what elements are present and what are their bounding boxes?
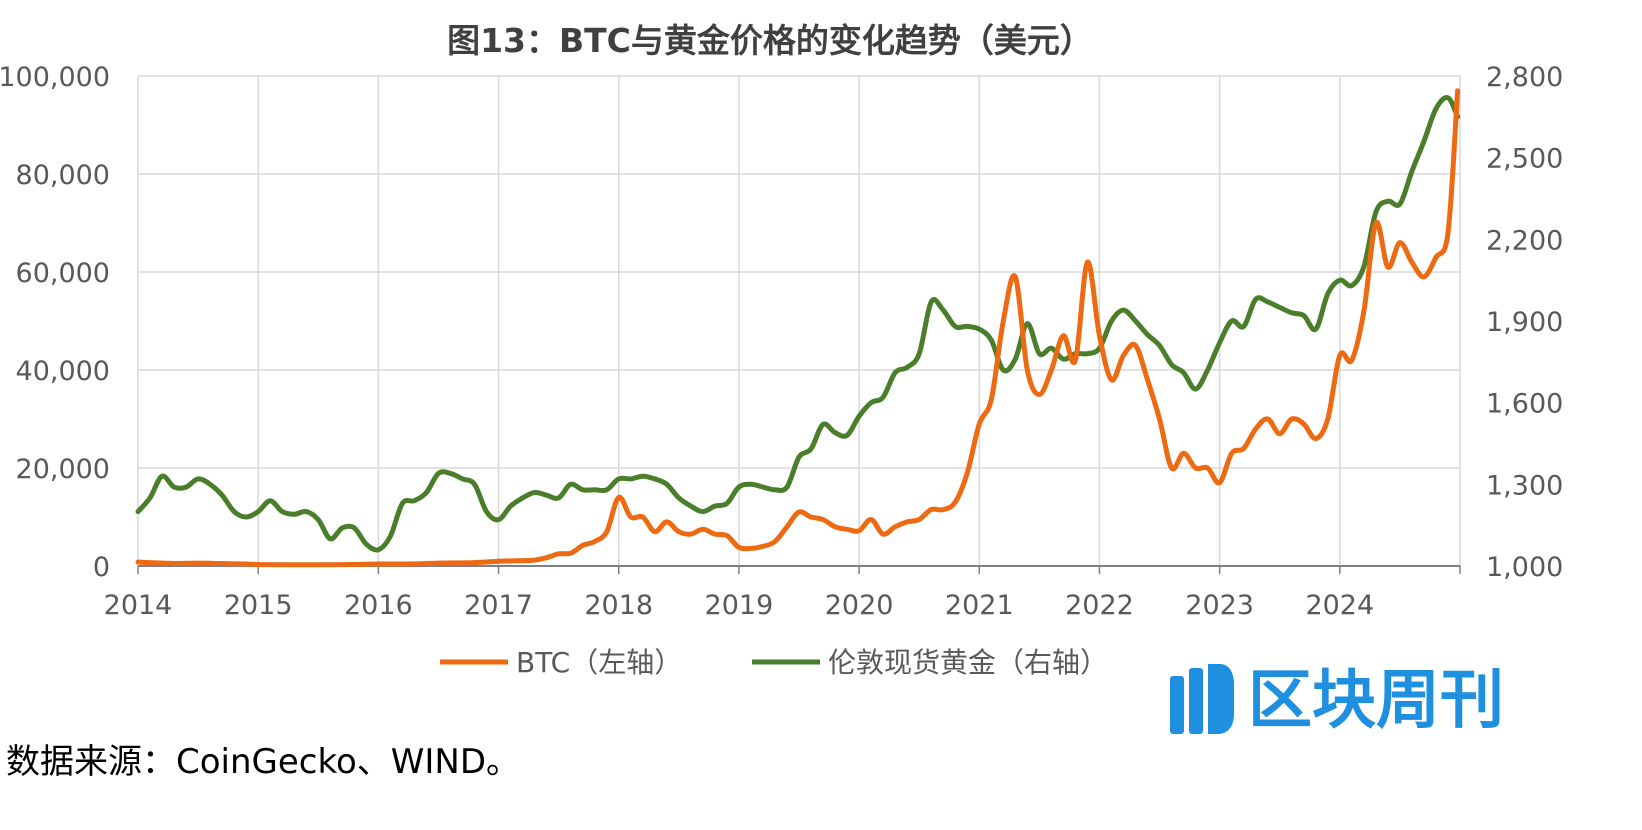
grid [137, 75, 1461, 567]
y-left-tick-label: 20,000 [16, 454, 110, 485]
y-left-tick-label: 40,000 [16, 356, 110, 387]
logo-mark-icon [1170, 664, 1234, 734]
x-tick-label: 2021 [945, 590, 1014, 621]
x-tick-label: 2024 [1305, 590, 1374, 621]
y-right-tick-label: 2,200 [1486, 225, 1563, 256]
watermark-logo: 区块周刊 [1170, 664, 1504, 738]
y-left-tick-label: 0 [93, 552, 110, 583]
y-right-tick-label: 1,900 [1486, 307, 1563, 338]
data-source-note: 数据来源：CoinGecko、WIND。 [6, 742, 520, 782]
y-right-tick-label: 2,500 [1486, 144, 1563, 175]
x-tick-label: 2016 [344, 590, 413, 621]
x-tick-label: 2023 [1185, 590, 1254, 621]
btc-series-line [135, 88, 1461, 568]
y-right-tick-label: 1,000 [1486, 552, 1563, 583]
legend: BTC（左轴） 伦敦现货黄金（右轴） [440, 646, 1108, 679]
x-tick-label: 2020 [825, 590, 894, 621]
y-right-tick-label: 1,600 [1486, 389, 1563, 420]
x-tick-label: 2022 [1065, 590, 1134, 621]
series-lines [135, 88, 1461, 568]
axes: 0 20,000 40,000 60,000 80,000 100,000 1,000 1,3… [0, 62, 1563, 621]
y-left-tick-label: 100,000 [0, 62, 110, 93]
y-right-tick-label: 2,800 [1486, 62, 1563, 93]
x-tick-label: 2017 [464, 590, 533, 621]
y-left-tick-label: 80,000 [16, 160, 110, 191]
watermark-text: 区块周刊 [1248, 664, 1504, 738]
chart-title: 图13：BTC与黄金价格的变化趋势（美元） [447, 21, 1093, 60]
y-right-tick-label: 1,300 [1486, 470, 1563, 501]
x-tick-label: 2014 [104, 590, 173, 621]
x-tick-label: 2018 [584, 590, 653, 621]
legend-btc-label: BTC（左轴） [516, 646, 682, 679]
legend-gold-label: 伦敦现货黄金（右轴） [828, 646, 1108, 679]
y-left-tick-label: 60,000 [16, 258, 110, 289]
x-tick-label: 2015 [224, 590, 293, 621]
x-tick-label: 2019 [705, 590, 774, 621]
gold-series-line [135, 95, 1461, 553]
